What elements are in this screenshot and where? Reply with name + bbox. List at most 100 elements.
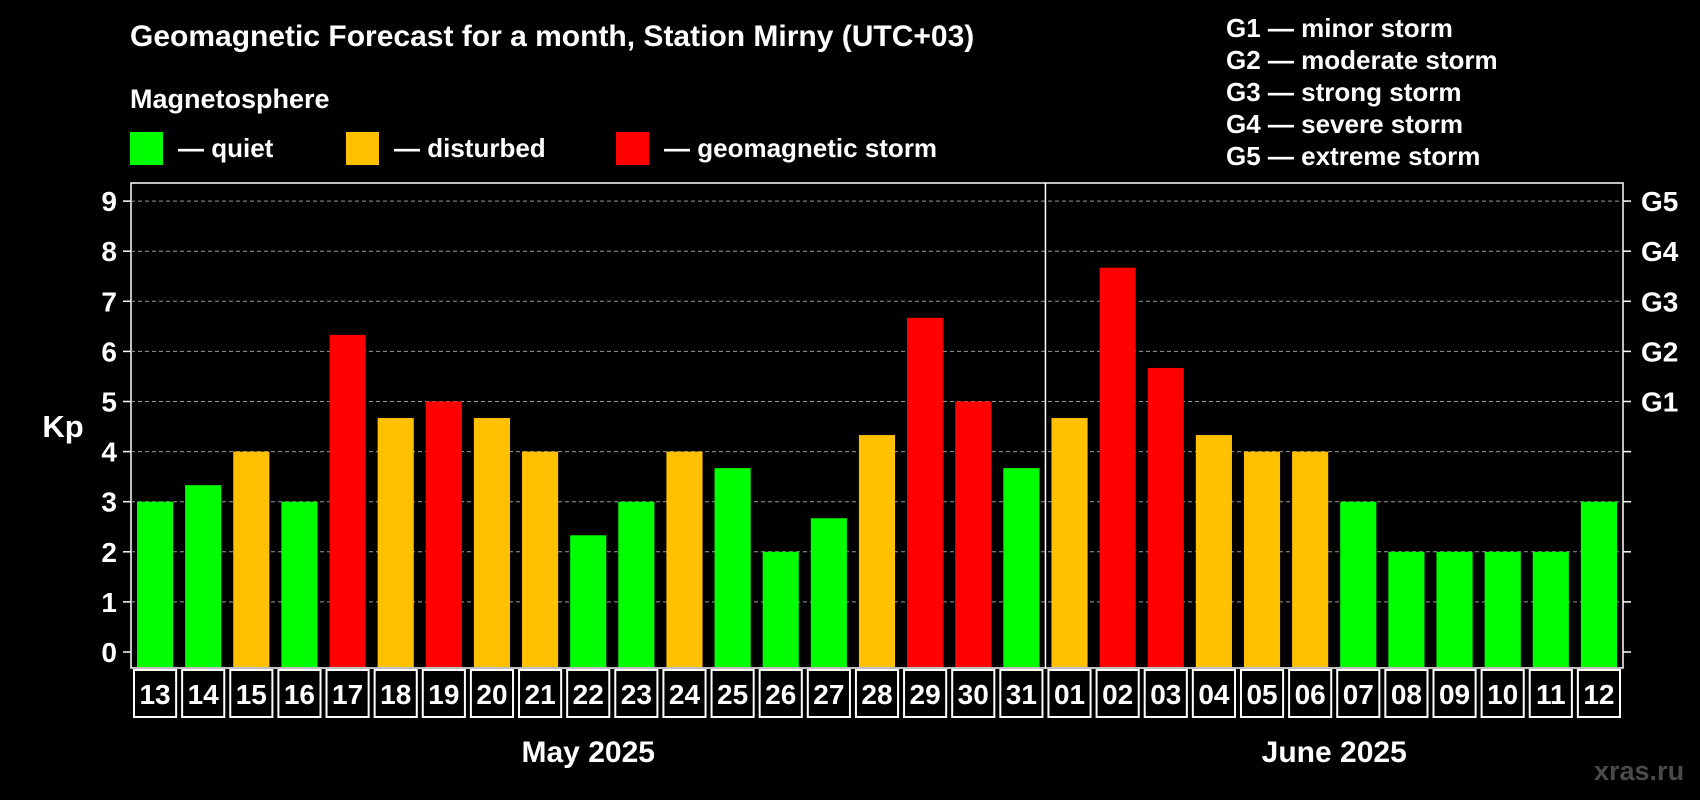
bar xyxy=(618,501,655,667)
plot-frame xyxy=(130,182,1624,669)
legend-heading: Magnetosphere xyxy=(130,84,330,114)
y-tick-label: 2 xyxy=(101,537,117,568)
bar xyxy=(1003,468,1040,667)
y-tick-label: 1 xyxy=(101,587,117,618)
day-label-box xyxy=(277,669,322,718)
storm-scale-g4: G4 — severe storm xyxy=(1226,109,1464,139)
day-label: 26 xyxy=(765,679,796,710)
storm-scale-g1: G1 — minor storm xyxy=(1226,13,1453,43)
day-label-box xyxy=(1528,669,1573,718)
y-tick-label: 7 xyxy=(101,286,117,317)
y-axis-label: Kp xyxy=(42,409,83,444)
y-tick-label: 9 xyxy=(101,186,117,217)
legend-item-disturbed: — disturbed xyxy=(346,132,546,165)
day-label: 08 xyxy=(1391,679,1422,710)
month-label: May 2025 xyxy=(522,736,655,769)
day-label-box xyxy=(133,669,178,718)
month-label: June 2025 xyxy=(1262,736,1407,769)
day-label-box xyxy=(1095,669,1140,718)
day-label: 05 xyxy=(1246,679,1277,710)
day-label-box xyxy=(181,669,226,718)
day-label-box xyxy=(1384,669,1429,718)
day-label-box xyxy=(758,669,803,718)
bar xyxy=(329,334,366,667)
day-label: 12 xyxy=(1583,679,1614,710)
g-scale-label: G1 xyxy=(1641,387,1678,418)
storm-scale-g5: G5 — extreme storm xyxy=(1226,141,1481,171)
day-label: 24 xyxy=(669,679,701,710)
day-label: 19 xyxy=(428,679,459,710)
bar xyxy=(425,401,462,667)
bar xyxy=(810,518,847,667)
legend-swatch-storm xyxy=(616,132,649,165)
day-label-box xyxy=(614,669,659,718)
bar xyxy=(1195,435,1232,667)
day-label: 20 xyxy=(476,679,507,710)
y-tick-label: 4 xyxy=(101,437,117,468)
day-label: 31 xyxy=(1006,679,1037,710)
day-label: 07 xyxy=(1343,679,1374,710)
day-label-box xyxy=(421,669,466,718)
day-label: 13 xyxy=(139,679,170,710)
day-label: 23 xyxy=(621,679,652,710)
day-label: 09 xyxy=(1439,679,1470,710)
day-label-box xyxy=(325,669,370,718)
day-label: 29 xyxy=(910,679,941,710)
legend-label-quiet: — quiet xyxy=(178,133,274,163)
bar xyxy=(1436,551,1473,667)
day-label-box xyxy=(566,669,611,718)
bar xyxy=(1388,551,1425,667)
day-label-box xyxy=(373,669,418,718)
bar xyxy=(570,535,607,667)
day-label-box xyxy=(710,669,755,718)
day-label: 17 xyxy=(332,679,363,710)
day-label-box xyxy=(951,669,996,718)
day-label: 15 xyxy=(236,679,267,710)
day-label-box xyxy=(1047,669,1092,718)
day-label-box xyxy=(806,669,851,718)
bar xyxy=(1099,267,1136,667)
day-label: 18 xyxy=(380,679,411,710)
bar xyxy=(714,468,751,667)
bar xyxy=(233,451,270,667)
day-label: 25 xyxy=(717,679,748,710)
legend-item-quiet: — quiet xyxy=(130,132,273,165)
y-tick-label: 8 xyxy=(101,236,117,267)
bar xyxy=(137,501,174,667)
bar xyxy=(1580,501,1617,667)
y-tick-label: 0 xyxy=(101,637,117,668)
y-tick-label: 6 xyxy=(101,336,117,367)
watermark: xras.ru xyxy=(1594,756,1685,786)
day-label-box xyxy=(1239,669,1285,718)
day-label: 04 xyxy=(1198,679,1230,710)
day-label-box xyxy=(999,669,1044,718)
g-scale-label: G2 xyxy=(1641,336,1678,367)
bar xyxy=(1051,418,1088,667)
day-label-box xyxy=(662,669,707,718)
storm-scale-g3: G3 — strong storm xyxy=(1226,77,1462,107)
bar xyxy=(858,435,896,667)
bar xyxy=(281,501,318,667)
bar xyxy=(907,317,944,667)
day-label: 01 xyxy=(1054,679,1085,710)
day-label: 16 xyxy=(284,679,315,710)
bar xyxy=(377,418,414,667)
day-label-box xyxy=(1288,669,1333,718)
g-scale-label: G4 xyxy=(1641,236,1679,267)
day-label: 11 xyxy=(1536,679,1566,710)
storm-scale-legend: G1 — minor storm G2 — moderate storm G3 … xyxy=(1226,12,1498,172)
legend-swatch-disturbed xyxy=(346,132,379,165)
g-scale-label: G5 xyxy=(1641,186,1678,217)
bar xyxy=(1532,551,1569,667)
day-label: 22 xyxy=(573,679,604,710)
day-label-box xyxy=(229,669,274,718)
day-label: 30 xyxy=(958,679,989,710)
bar xyxy=(1292,451,1329,667)
day-label: 10 xyxy=(1487,679,1518,710)
bar xyxy=(1147,367,1184,667)
day-label-box xyxy=(469,669,515,718)
storm-scale-g2: G2 — moderate storm xyxy=(1226,45,1498,75)
bar xyxy=(473,418,511,667)
bar xyxy=(762,551,799,667)
legend-item-storm: — geomagnetic storm xyxy=(616,132,937,165)
